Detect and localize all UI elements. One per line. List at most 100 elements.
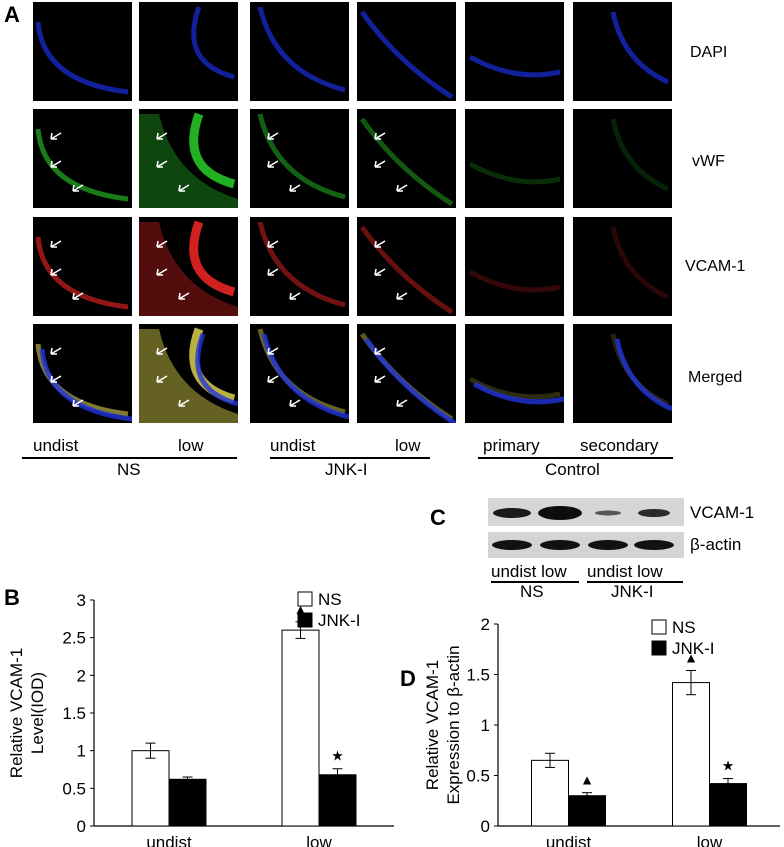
y-axis-label: Relative VCAM-1 <box>423 660 442 790</box>
significance-marker: ▲ <box>684 649 698 665</box>
actin-band-4 <box>634 540 674 550</box>
micrograph-vcam1-ns-undist <box>33 217 132 316</box>
micrograph-dapi-jnk-low <box>357 2 456 101</box>
micrograph-merged-primary <box>465 324 564 423</box>
x-tick-label: undist <box>146 833 192 847</box>
group-label-jnk: JNK-I <box>325 460 368 479</box>
col-label-ns-low: low <box>178 436 204 455</box>
blot-label-vcam1: VCAM-1 <box>690 503 755 522</box>
y-axis-label: Expression to β-actin <box>444 645 463 804</box>
row-label-vwf: vWF <box>692 153 725 170</box>
vcam1-band-4 <box>638 509 670 517</box>
actin-band-2 <box>540 540 580 550</box>
bar-jnk-i-low <box>709 783 747 827</box>
legend-swatch <box>651 619 667 635</box>
micrograph-merged-secondary <box>573 324 672 423</box>
col-label-jnk-low: low <box>395 436 421 455</box>
y-tick-label: 3 <box>77 591 86 610</box>
y-tick-label: 0 <box>77 817 86 836</box>
micrograph-vcam1-primary <box>465 217 564 316</box>
group-label-ns: NS <box>117 460 141 479</box>
western-blot <box>488 498 684 558</box>
y-tick-label: 1 <box>481 716 490 735</box>
panel-a-letter: A <box>4 2 20 27</box>
row-label-merged: Merged <box>688 369 743 386</box>
bar-chart-d: 0 0.5 1 1.5 2 Relative VCAM-1 Expression to β-… <box>423 615 780 847</box>
legend-label: NS <box>318 590 342 609</box>
y-tick-label: 1.5 <box>466 666 490 685</box>
micrograph-dapi-jnk-undist <box>250 2 349 101</box>
y-tick-label: 2 <box>77 666 86 685</box>
legend-swatch <box>651 640 667 656</box>
y-tick-label: 0.5 <box>466 767 490 786</box>
micrograph-vwf-jnk-low <box>357 109 456 208</box>
row-label-vcam1: VCAM-1 <box>685 258 746 275</box>
y-tick-label: 0 <box>481 817 490 836</box>
micrograph-merged-jnk-undist <box>250 324 349 423</box>
group-label-control: Control <box>545 460 600 479</box>
bar-ns-low <box>281 629 320 827</box>
micrograph-merged-ns-low <box>139 324 238 423</box>
y-tick-label: 1.5 <box>62 704 86 723</box>
micrograph-vcam1-jnk-undist <box>250 217 349 316</box>
blot-lanes-jnk: undist low <box>587 562 663 581</box>
ns-group-line <box>22 457 237 459</box>
legend-label: JNK-I <box>672 639 715 658</box>
control-group-line <box>478 457 673 459</box>
micrograph-merged-jnk-low <box>357 324 456 423</box>
col-label-secondary: secondary <box>580 436 659 455</box>
micrograph-vwf-secondary <box>573 109 672 208</box>
panel-d-letter: D <box>400 666 416 691</box>
micrograph-dapi-ns-low <box>139 2 238 101</box>
actin-band-3 <box>588 540 628 550</box>
bar-ns-undist <box>131 750 170 827</box>
micrograph-vwf-ns-low <box>139 109 238 208</box>
vcam1-band-3 <box>595 510 621 516</box>
micrograph-vwf-ns-undist <box>33 109 132 208</box>
micrograph-vcam1-secondary <box>573 217 672 316</box>
micrograph-merged-ns-undist <box>33 324 132 423</box>
blot-label-actin: β-actin <box>690 535 742 554</box>
micrograph-vwf-jnk-undist <box>250 109 349 208</box>
vcam1-band-1 <box>493 508 531 518</box>
bar-chart-b: 0 0.5 1 1.5 2 2.5 3 Relative VCAM-1 Level(IOD) un… <box>7 590 394 847</box>
vcam1-band-2 <box>538 506 582 520</box>
legend-swatch <box>297 591 313 607</box>
micrograph-dapi-secondary <box>573 2 672 101</box>
bar-ns-low <box>672 682 710 827</box>
panel-c-letter: C <box>430 505 446 530</box>
legend-label: JNK-I <box>318 611 361 630</box>
x-tick-label: low <box>697 833 723 847</box>
y-tick-label: 0.5 <box>62 779 86 798</box>
y-tick-label: 2 <box>481 615 490 634</box>
bar-jnk-i-undist <box>568 795 606 827</box>
significance-marker: ★ <box>722 758 735 774</box>
x-tick-label: low <box>306 833 332 847</box>
actin-band-1 <box>492 540 532 550</box>
bar-ns-undist <box>531 759 569 827</box>
micrograph-vcam1-ns-low <box>139 217 238 316</box>
significance-marker: ▲ <box>580 772 594 788</box>
y-axis-label: Level(IOD) <box>28 672 47 754</box>
blot-jnk-line <box>587 581 683 583</box>
col-label-jnk-undist: undist <box>270 436 316 455</box>
jnk-group-line <box>270 457 430 459</box>
bar-jnk-i-low <box>318 774 357 827</box>
bar-jnk-i-undist <box>168 778 207 827</box>
legend-swatch <box>297 612 313 628</box>
panel-b-letter: B <box>4 585 20 610</box>
x-tick-label: undist <box>546 833 592 847</box>
y-tick-label: 2.5 <box>62 629 86 648</box>
legend-label: NS <box>672 618 696 637</box>
micrograph-dapi-ns-undist <box>33 2 132 101</box>
micrograph-vcam1-jnk-low <box>357 217 456 316</box>
blot-lanes-ns: undist low <box>491 562 567 581</box>
col-label-ns-undist: undist <box>33 436 79 455</box>
row-label-dapi: DAPI <box>690 44 728 61</box>
y-axis-label: Relative VCAM-1 <box>7 648 26 778</box>
blot-ns-line <box>491 581 579 583</box>
blot-group-ns: NS <box>520 582 544 601</box>
micrograph-dapi-primary <box>465 2 564 101</box>
y-tick-label: 1 <box>77 742 86 761</box>
significance-marker: ★ <box>331 748 344 764</box>
